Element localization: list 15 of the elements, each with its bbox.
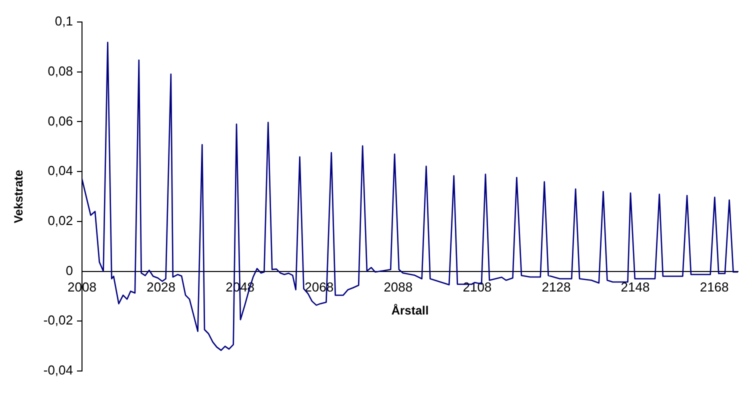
x-tick-label: 2088	[384, 280, 413, 295]
y-tick-label: 0,04	[48, 163, 73, 178]
y-tick-label: -0,04	[43, 362, 73, 378]
y-tick-label: 0,08	[48, 63, 73, 78]
x-axis-title: Årstall	[391, 303, 429, 318]
x-tick-label: 2168	[700, 280, 729, 295]
y-axis-title: Vekstrate	[12, 169, 26, 224]
y-tick-label: 0	[66, 262, 73, 278]
x-tick-label: 2128	[542, 280, 571, 295]
x-tick-label: 2028	[146, 280, 176, 295]
y-tick-label: 0,1	[54, 14, 73, 29]
y-tick-label: 0,06	[48, 113, 73, 128]
y-tick-label: -0,02	[43, 312, 73, 328]
y-tick-label: 0,02	[48, 213, 73, 228]
x-tick-label: 2148	[620, 280, 650, 295]
